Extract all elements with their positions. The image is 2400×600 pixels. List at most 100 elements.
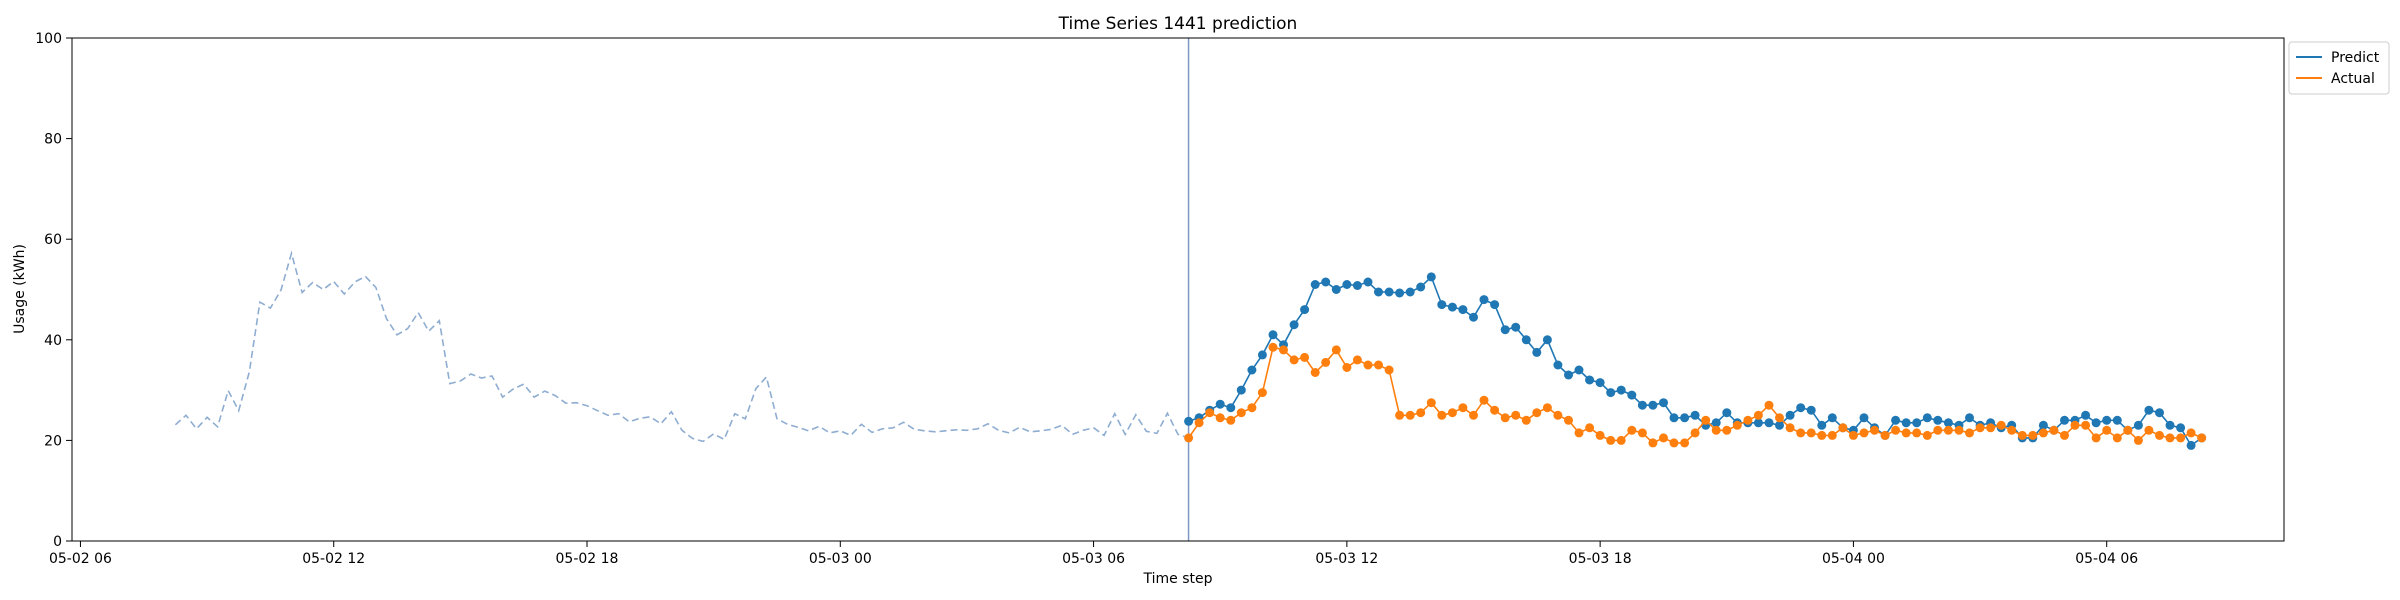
y-tick-label: 100 [35, 31, 62, 47]
data-point [2081, 410, 2091, 420]
data-point [1859, 428, 1869, 438]
data-point [1395, 288, 1405, 298]
data-point [1205, 408, 1215, 418]
data-point [1743, 415, 1753, 425]
data-point [1806, 428, 1816, 438]
data-point [1352, 281, 1362, 290]
data-point [1363, 277, 1373, 287]
data-point [1416, 408, 1426, 418]
data-point [1975, 423, 1985, 433]
data-point [1891, 425, 1901, 435]
y-axis-label: Usage (kWh) [12, 244, 28, 334]
data-point [1395, 410, 1405, 420]
data-point [1627, 425, 1637, 435]
data-point [1986, 423, 1996, 433]
data-point [1279, 345, 1288, 355]
data-point [1289, 320, 1299, 330]
data-point [1384, 365, 1394, 375]
data-point [1817, 430, 1827, 440]
data-point [1226, 403, 1236, 413]
data-point [1268, 342, 1278, 352]
data-point [1880, 430, 1890, 440]
data-point [1732, 420, 1742, 430]
data-point [1627, 390, 1637, 400]
data-point [1416, 282, 1426, 292]
data-point [1965, 428, 1974, 438]
data-point [2102, 415, 2112, 425]
data-point [1690, 410, 1700, 420]
data-point [1838, 423, 1848, 433]
x-tick-label: 05-02 18 [556, 551, 619, 567]
data-point [2155, 408, 2164, 418]
x-tick-label: 05-03 06 [1062, 551, 1125, 567]
data-point [1859, 413, 1869, 423]
data-point [1785, 423, 1795, 433]
legend-box [2288, 41, 2390, 95]
data-point [1616, 435, 1626, 445]
legend-label: Predict [2331, 50, 2380, 66]
y-tick-label: 80 [44, 132, 62, 148]
data-point [1648, 438, 1658, 448]
data-point [1933, 415, 1943, 425]
data-point [1236, 408, 1246, 418]
chart-title: Time Series 1441 prediction [1058, 14, 1298, 34]
data-point [1954, 425, 1964, 435]
data-point [1226, 415, 1236, 425]
data-point [1310, 280, 1320, 289]
data-point [2144, 425, 2154, 435]
data-point [2176, 423, 2186, 433]
data-point [2155, 430, 2164, 440]
data-point [1827, 430, 1837, 440]
data-point [2186, 440, 2196, 450]
x-tick-label: 05-03 18 [1569, 551, 1632, 567]
x-tick-label: 05-02 06 [49, 551, 112, 567]
data-point [1753, 410, 1763, 420]
data-point [1764, 400, 1774, 410]
data-point [1342, 280, 1352, 289]
data-point [1437, 300, 1447, 310]
data-point [1490, 300, 1500, 310]
data-point [2038, 420, 2048, 430]
data-point [2112, 415, 2122, 425]
data-point [1616, 385, 1626, 395]
data-point [1775, 420, 1784, 430]
data-point [1553, 360, 1563, 370]
legend-label: Actual [2331, 71, 2375, 87]
data-point [1331, 285, 1341, 294]
data-point [1257, 350, 1267, 360]
data-point [1891, 415, 1901, 425]
data-point [1753, 418, 1763, 428]
x-tick-label: 05-03 00 [809, 551, 872, 567]
data-point [2133, 435, 2143, 445]
data-point [1574, 428, 1584, 438]
data-point [1637, 400, 1647, 410]
data-point [1595, 378, 1605, 388]
data-point [2060, 430, 2069, 440]
x-axis-label: Time step [1143, 571, 1213, 587]
data-point [2112, 433, 2122, 443]
data-point [1352, 355, 1362, 365]
data-point [2186, 428, 2196, 438]
data-point [1374, 287, 1383, 297]
data-point [1458, 403, 1468, 413]
data-point [1943, 425, 1953, 435]
data-point [2017, 430, 2027, 440]
data-point [1637, 428, 1647, 438]
data-point [1659, 398, 1668, 408]
data-point [1722, 408, 1732, 418]
data-point [1901, 418, 1911, 428]
data-point [1321, 357, 1331, 367]
data-point [1680, 438, 1690, 448]
data-point [1184, 416, 1194, 426]
data-point [1722, 425, 1732, 435]
data-point [1553, 410, 1563, 420]
data-point [1659, 433, 1668, 443]
data-point [1922, 430, 1932, 440]
data-point [1912, 428, 1922, 438]
data-point [1257, 388, 1267, 398]
legend: Predict Actual [2288, 41, 2390, 95]
series-history [174, 250, 1189, 443]
x-tick-label: 05-03 12 [1315, 551, 1378, 567]
